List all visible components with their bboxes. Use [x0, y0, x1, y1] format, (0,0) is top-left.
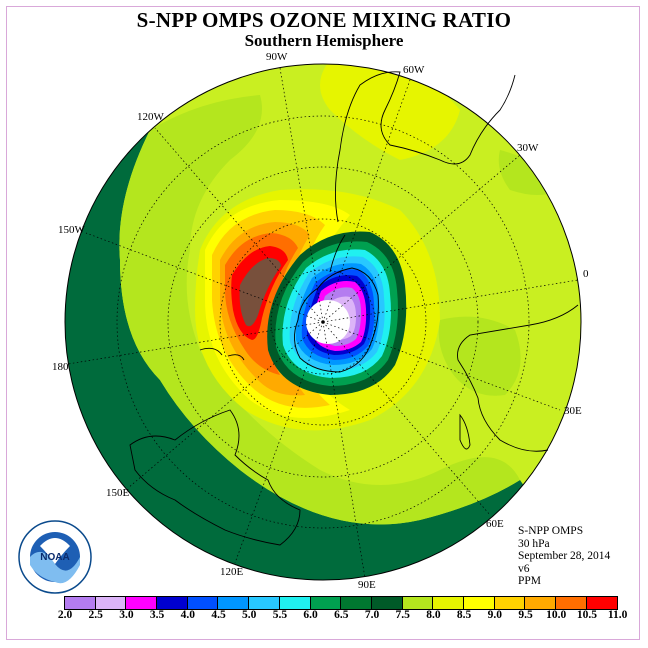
- noaa-logo: NOAA: [18, 520, 92, 594]
- map-border: [64, 63, 582, 581]
- color-scale-tick-label: 3.0: [119, 609, 134, 621]
- color-scale-labels: 2.0 2.5 3.0 3.5 4.0 4.5 5.0 5.5 6.0 6.5 7.0 7.5 8.0 8…: [58, 609, 628, 623]
- color-scale-swatch: [371, 597, 403, 609]
- info-line-version: v6: [518, 562, 530, 575]
- lon-label-60e: 60E: [486, 518, 504, 530]
- lon-label-90w: 90W: [266, 51, 288, 63]
- color-scale-swatch: [249, 597, 280, 609]
- coast-antarctica: [294, 267, 379, 373]
- field-band-7-5-a: [119, 95, 520, 525]
- info-line-date: September 28, 2014: [518, 550, 611, 562]
- lon-label-30w: 30W: [517, 142, 539, 154]
- color-scale-swatch: [95, 597, 127, 609]
- color-scale-tick-label: 10.0: [546, 609, 567, 621]
- meridian-30w: [322, 154, 521, 323]
- color-scale-swatch: [341, 597, 372, 609]
- info-line-units: PPM: [518, 575, 542, 587]
- lon-label-0: 0: [583, 268, 589, 280]
- color-scale-tick-label: 2.0: [57, 609, 73, 621]
- field-band-7-5-b: [438, 316, 521, 396]
- field-band-11-0: [239, 258, 281, 327]
- color-scale-tick-label: 3.5: [149, 609, 165, 621]
- color-scale-tick-label: 10.5: [576, 609, 597, 621]
- color-scale-tick-label: 4.5: [211, 609, 226, 621]
- lon-label-120e: 120E: [220, 566, 244, 578]
- color-scale-tick-label: 8.0: [426, 609, 441, 621]
- logo-gull: [40, 538, 70, 564]
- color-scale-tick-label: 11.0: [607, 609, 628, 621]
- hole-center: [306, 300, 350, 344]
- color-scale-swatch: [494, 597, 526, 609]
- meridian-90w: [279, 67, 324, 323]
- coast-south-america: [334, 71, 516, 223]
- coast-new-zealand: [199, 347, 245, 361]
- meridian-120w: [154, 127, 324, 323]
- color-scale-tick-label: 5.0: [242, 609, 257, 621]
- lon-label-180: 180: [52, 361, 69, 373]
- color-scale-tick-label: 8.5: [456, 609, 472, 621]
- lon-label-150w: 150W: [58, 224, 86, 236]
- color-scale-swatch: [525, 597, 556, 609]
- meridian-120e: [234, 321, 324, 564]
- meridian-180: [67, 321, 324, 365]
- color-scale-tick-label: 9.0: [487, 609, 502, 621]
- color-scale-swatch: [65, 597, 96, 609]
- color-scale-swatch: [463, 597, 495, 609]
- color-scale-swatch: [218, 597, 250, 609]
- color-scale-swatch: [402, 597, 434, 609]
- color-scale-swatch: [310, 597, 342, 609]
- latitude-circle-50s: [116, 115, 530, 529]
- color-scale-tick-label: 6.5: [334, 609, 349, 621]
- color-scale-swatch: [586, 597, 618, 609]
- color-scale-tick-label: 5.5: [272, 609, 288, 621]
- color-scale-tick-label: 6.0: [303, 609, 318, 621]
- color-scale-tick-label: 2.5: [88, 609, 103, 621]
- color-scale-bar: [64, 596, 619, 610]
- color-scale-tick-label: 7.5: [395, 609, 410, 621]
- color-scale-swatch: [126, 597, 158, 609]
- coast-australia: [129, 409, 301, 546]
- coast-madagascar: [459, 413, 471, 450]
- info-line-instrument: S-NPP OMPS: [518, 525, 584, 537]
- field-band-7-0-outer: [65, 100, 581, 580]
- lon-label-60w: 60W: [403, 64, 425, 76]
- graticule: [67, 67, 579, 579]
- meridian-0: [322, 279, 579, 323]
- coast-antarctic-peninsula: [329, 234, 346, 273]
- color-scale-tick-label: 7.0: [364, 609, 380, 621]
- lon-label-90e: 90E: [358, 579, 376, 591]
- meridian-150e: [127, 321, 324, 489]
- color-scale-swatch: [556, 597, 587, 609]
- logo-wordmark: NOAA: [40, 552, 69, 563]
- logo-wave: [30, 551, 80, 584]
- lon-label-120w: 120W: [137, 111, 165, 123]
- color-scale-swatch: [279, 597, 311, 609]
- color-scale-tick-label: 9.5: [518, 609, 533, 621]
- longitude-labels: 90W 60W 30W 0 30E 60E 90E 120E 150E 180 …: [52, 51, 589, 591]
- meridian-60w: [322, 79, 411, 323]
- meridian-90e: [322, 321, 366, 579]
- color-scale-swatch: [187, 597, 219, 609]
- color-scale-tick-label: 4.0: [180, 609, 195, 621]
- meridian-60e: [322, 321, 491, 516]
- color-scale-swatch: [157, 597, 188, 609]
- latitude-circle-80s: [270, 269, 376, 375]
- figure-frame: [6, 6, 640, 640]
- lon-label-30e: 30E: [564, 405, 582, 417]
- info-line-level: 30 hPa: [518, 537, 550, 550]
- latitude-circle-60s: [167, 166, 479, 478]
- coast-africa: [457, 304, 579, 452]
- lon-label-150e: 150E: [106, 487, 130, 499]
- product-info: S-NPP OMPS 30 hPa September 28, 2014 v6 …: [518, 525, 610, 588]
- map-subtitle: Southern Hemisphere: [244, 31, 404, 50]
- color-scale-swatch: [433, 597, 464, 609]
- latitude-circle-70s: [219, 218, 427, 426]
- map-title: S-NPP OMPS OZONE MIXING RATIO: [136, 8, 512, 32]
- coastlines: [129, 71, 579, 546]
